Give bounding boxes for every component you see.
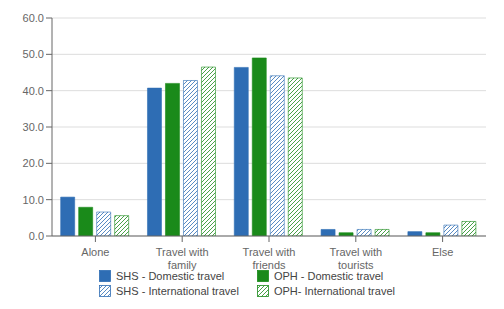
svg-text:40.0: 40.0 — [23, 85, 44, 97]
html-text:SHS - International travel: SHS - International travel — [116, 285, 239, 297]
svg-text:30.0: 30.0 — [23, 121, 44, 133]
svg-text:60.0: 60.0 — [23, 12, 44, 24]
svg-text:Else: Else — [432, 246, 453, 258]
svg-text:50.0: 50.0 — [23, 48, 44, 60]
html-text:OPH - Domestic travel: OPH - Domestic travel — [273, 270, 384, 282]
svg-text:Alone: Alone — [81, 246, 109, 258]
svg-text:20.0: 20.0 — [23, 157, 44, 169]
svg-text:Travel withfriends: Travel withfriends — [243, 246, 296, 271]
svg-text:Travel withfamily: Travel withfamily — [156, 246, 209, 271]
html-text:OPH- International travel: OPH- International travel — [273, 285, 395, 297]
svg-text:Travel withtourists: Travel withtourists — [329, 246, 382, 271]
svg-text:10.0: 10.0 — [23, 194, 44, 206]
html-text:SHS - Domestic travel: SHS - Domestic travel — [116, 270, 225, 282]
svg-text:0.0: 0.0 — [29, 230, 44, 242]
